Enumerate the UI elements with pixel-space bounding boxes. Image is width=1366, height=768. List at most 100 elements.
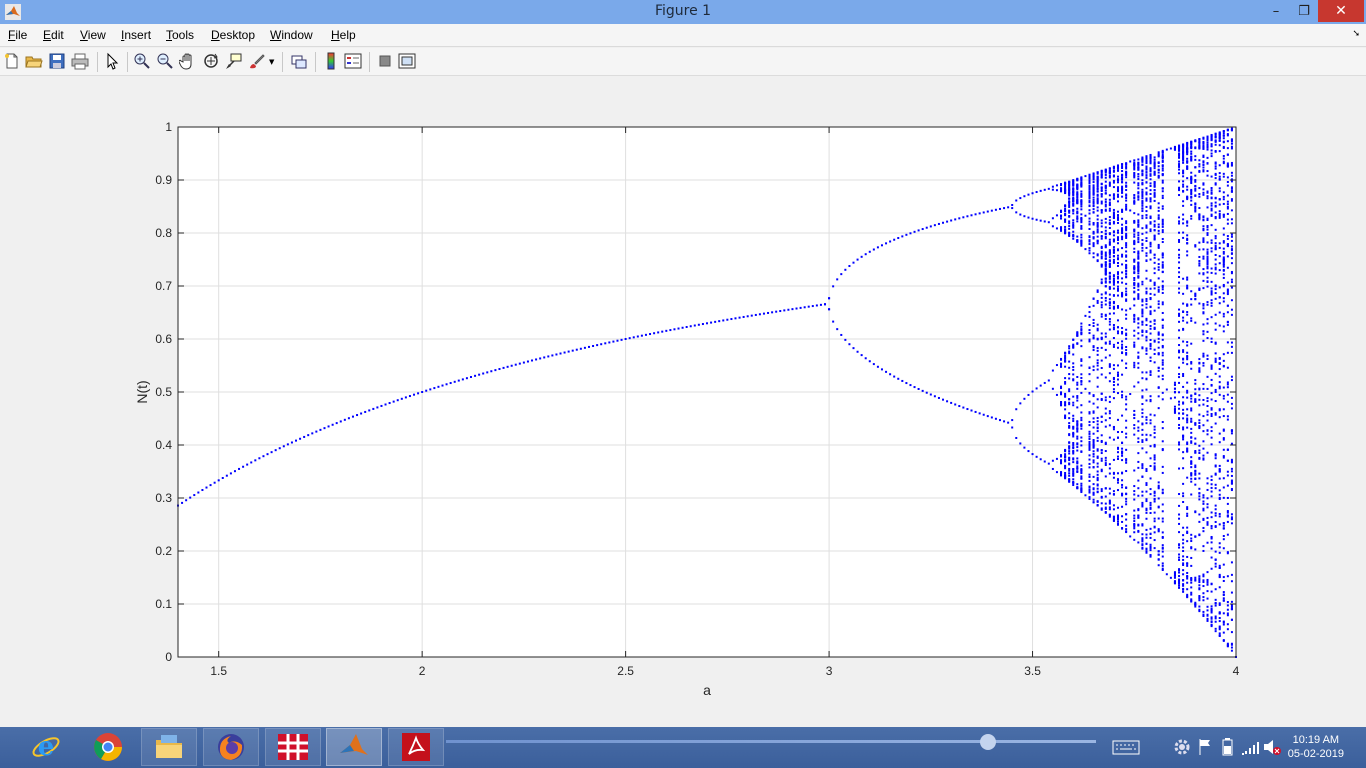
data-point — [1186, 562, 1189, 565]
data-point — [1068, 469, 1071, 472]
minimize-button[interactable]: – — [1272, 3, 1280, 19]
data-point — [1068, 441, 1071, 444]
internet-explorer-icon[interactable]: e — [18, 728, 74, 766]
data-point — [1226, 415, 1229, 418]
insert-colorbar-icon[interactable] — [322, 52, 340, 70]
data-point — [1161, 359, 1164, 362]
data-point — [1137, 317, 1140, 320]
data-point — [1198, 260, 1201, 263]
data-point — [954, 218, 957, 221]
data-point — [1092, 369, 1095, 372]
network-icon[interactable] — [1240, 737, 1260, 757]
volume-muted-icon[interactable] — [1262, 737, 1282, 757]
menu-window[interactable]: Window — [270, 28, 313, 42]
data-point — [1206, 477, 1209, 480]
show-plot-tools-icon[interactable] — [398, 52, 416, 70]
data-point — [1112, 493, 1115, 496]
close-button[interactable]: ✕ — [1318, 0, 1364, 22]
menu-file[interactable]: File — [8, 28, 28, 42]
data-point — [1214, 235, 1217, 238]
data-point — [1222, 631, 1225, 634]
menu-desktop[interactable]: Desktop — [211, 28, 256, 42]
data-point — [848, 343, 851, 346]
data-cursor-icon[interactable] — [225, 52, 243, 70]
menu-tools[interactable]: Tools — [166, 28, 195, 42]
battery-icon[interactable] — [1218, 737, 1238, 757]
flag-icon[interactable] — [1196, 737, 1216, 757]
data-point — [1088, 193, 1091, 196]
data-point — [1198, 138, 1201, 141]
data-point — [1080, 364, 1083, 367]
rotate-3d-icon[interactable] — [202, 52, 220, 70]
menu-help[interactable]: Help — [331, 28, 356, 42]
firefox-icon[interactable] — [203, 728, 259, 766]
menu-view[interactable]: View — [80, 28, 106, 42]
menu-dock-arrow-icon[interactable]: ➘ — [1352, 29, 1360, 39]
data-point — [1125, 290, 1128, 293]
data-point — [461, 378, 464, 381]
matlab-icon[interactable] — [326, 728, 382, 766]
acrobat-icon[interactable] — [388, 728, 444, 766]
data-point — [1108, 263, 1111, 266]
data-point — [1068, 424, 1071, 427]
data-point — [1096, 199, 1099, 202]
data-point — [1112, 175, 1115, 178]
pointer-icon[interactable] — [103, 52, 121, 70]
zoom-in-icon[interactable] — [133, 52, 151, 70]
data-point — [1116, 258, 1119, 261]
bifurcation-plot[interactable]: 1.5 2 2.5 3 3.5 400.10.20.30.40.50.60.70.80.9… — [0, 77, 1366, 727]
data-point — [1092, 188, 1095, 191]
open-file-icon[interactable] — [25, 52, 43, 70]
zoom-out-icon[interactable] — [156, 52, 174, 70]
file-explorer-icon[interactable] — [141, 728, 197, 766]
print-icon[interactable] — [71, 52, 89, 70]
data-point — [1149, 504, 1152, 507]
data-point — [1149, 434, 1152, 437]
data-point — [1104, 189, 1107, 192]
data-point — [1064, 392, 1067, 395]
data-point — [1206, 605, 1209, 608]
data-point — [1161, 222, 1164, 225]
brush-dropdown-arrow-icon[interactable]: ▼ — [269, 58, 275, 66]
data-point — [1214, 133, 1217, 136]
data-point — [1104, 171, 1107, 174]
data-point — [1092, 421, 1095, 424]
save-icon[interactable] — [48, 52, 66, 70]
link-plot-icon[interactable] — [290, 52, 308, 70]
data-point — [1072, 457, 1075, 460]
data-point — [1100, 176, 1103, 179]
keyboard-icon[interactable] — [1112, 737, 1140, 757]
brush-icon[interactable] — [248, 52, 266, 70]
data-point — [1133, 284, 1136, 287]
chrome-icon[interactable] — [80, 728, 136, 766]
data-point — [1116, 261, 1119, 264]
settings-gear-icon[interactable] — [1172, 737, 1192, 757]
menu-edit[interactable]: Edit — [43, 28, 64, 42]
data-point — [1112, 261, 1115, 264]
remote-app-icon[interactable] — [265, 728, 321, 766]
data-point — [1161, 194, 1164, 197]
data-point — [1214, 161, 1217, 164]
data-point — [1165, 388, 1168, 391]
data-point — [343, 418, 346, 421]
data-point — [1096, 206, 1099, 209]
data-point — [1088, 311, 1091, 314]
taskbar-progress-knob[interactable] — [980, 734, 996, 750]
data-point — [1149, 215, 1152, 218]
insert-legend-icon[interactable] — [344, 52, 362, 70]
data-point — [1206, 260, 1209, 263]
data-point — [1076, 193, 1079, 196]
data-point — [1125, 524, 1128, 527]
menu-insert[interactable]: Insert — [121, 28, 152, 42]
data-point — [1096, 364, 1099, 367]
data-point — [1064, 365, 1067, 368]
restore-button[interactable]: ❐ — [1298, 3, 1310, 19]
taskbar-clock[interactable]: 10:19 AM 05-02-2019 — [1288, 733, 1344, 761]
data-point — [1096, 476, 1099, 479]
data-point — [1116, 264, 1119, 267]
hide-plot-tools-icon[interactable] — [376, 52, 394, 70]
data-point — [1178, 381, 1181, 384]
new-figure-icon[interactable] — [3, 52, 21, 70]
data-point — [1182, 590, 1185, 593]
pan-hand-icon[interactable] — [179, 52, 197, 70]
